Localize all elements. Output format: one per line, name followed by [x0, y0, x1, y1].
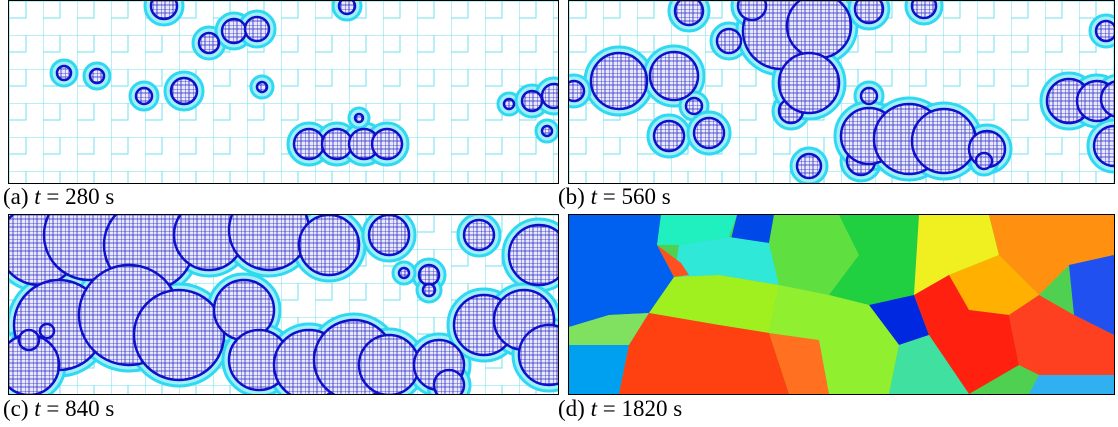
grain [509, 225, 559, 285]
grain [136, 88, 152, 104]
grain [787, 0, 851, 58]
grain [504, 99, 514, 109]
grain [675, 0, 703, 25]
grain [419, 265, 439, 285]
grain [522, 91, 542, 111]
mesh-panel [8, 214, 559, 395]
mesh-panel [568, 0, 1115, 184]
grain [57, 66, 71, 80]
coarse-mesh [9, 1, 558, 183]
grain [245, 17, 269, 41]
caption-symbol: t [34, 396, 40, 421]
caption-symbol: t [591, 396, 597, 421]
grain [861, 88, 877, 104]
caption: (b) t = 560 s [558, 184, 671, 210]
grain [591, 53, 647, 109]
caption-letter: (c) [3, 396, 29, 421]
grain [359, 335, 419, 395]
figure: (a) t = 280 s (b) t = 560 s (c) t = 840 … [0, 0, 1118, 427]
grain-region [569, 345, 629, 394]
caption-letter: (d) [558, 396, 585, 421]
grain [686, 98, 702, 114]
grain [694, 118, 724, 148]
grain [912, 109, 976, 173]
grain [654, 121, 684, 151]
grain [464, 220, 494, 250]
grain [355, 114, 363, 122]
grain [434, 370, 464, 395]
grain [171, 78, 197, 104]
grain [19, 330, 39, 350]
caption: (d) t = 1820 s [558, 396, 682, 422]
grain [322, 129, 352, 159]
grain [40, 324, 54, 338]
caption: (c) t = 840 s [3, 396, 114, 422]
grain [339, 0, 355, 14]
grain [134, 290, 224, 380]
grain [199, 33, 219, 53]
grain [542, 84, 559, 108]
grain [423, 284, 435, 296]
grain [912, 0, 936, 18]
caption: (a) t = 280 s [3, 184, 114, 210]
caption-symbol: t [591, 184, 597, 209]
caption-text: = 1820 s [603, 396, 682, 421]
grain [650, 52, 698, 100]
caption-letter: (a) [3, 184, 29, 209]
grain [151, 0, 177, 19]
caption-text: = 840 s [46, 396, 114, 421]
grain [369, 215, 409, 255]
grain-region [1029, 375, 1114, 394]
caption-text: = 560 s [603, 184, 671, 209]
grain [294, 129, 324, 159]
grain-panel [568, 214, 1115, 395]
grain [797, 154, 821, 178]
grain [542, 126, 552, 136]
grain [738, 0, 766, 20]
grain [399, 268, 409, 278]
grain [855, 0, 883, 23]
caption-letter: (b) [558, 184, 585, 209]
grain [222, 19, 246, 43]
caption-text: = 280 s [46, 184, 114, 209]
grain [299, 215, 359, 275]
grain [976, 153, 992, 169]
grain [568, 81, 584, 101]
grain [1096, 21, 1115, 41]
caption-symbol: t [34, 184, 40, 209]
grain [717, 29, 741, 53]
grain [90, 69, 104, 83]
mesh-panel [8, 0, 559, 184]
grain [257, 82, 267, 92]
grain [372, 129, 402, 159]
grain [779, 53, 839, 113]
